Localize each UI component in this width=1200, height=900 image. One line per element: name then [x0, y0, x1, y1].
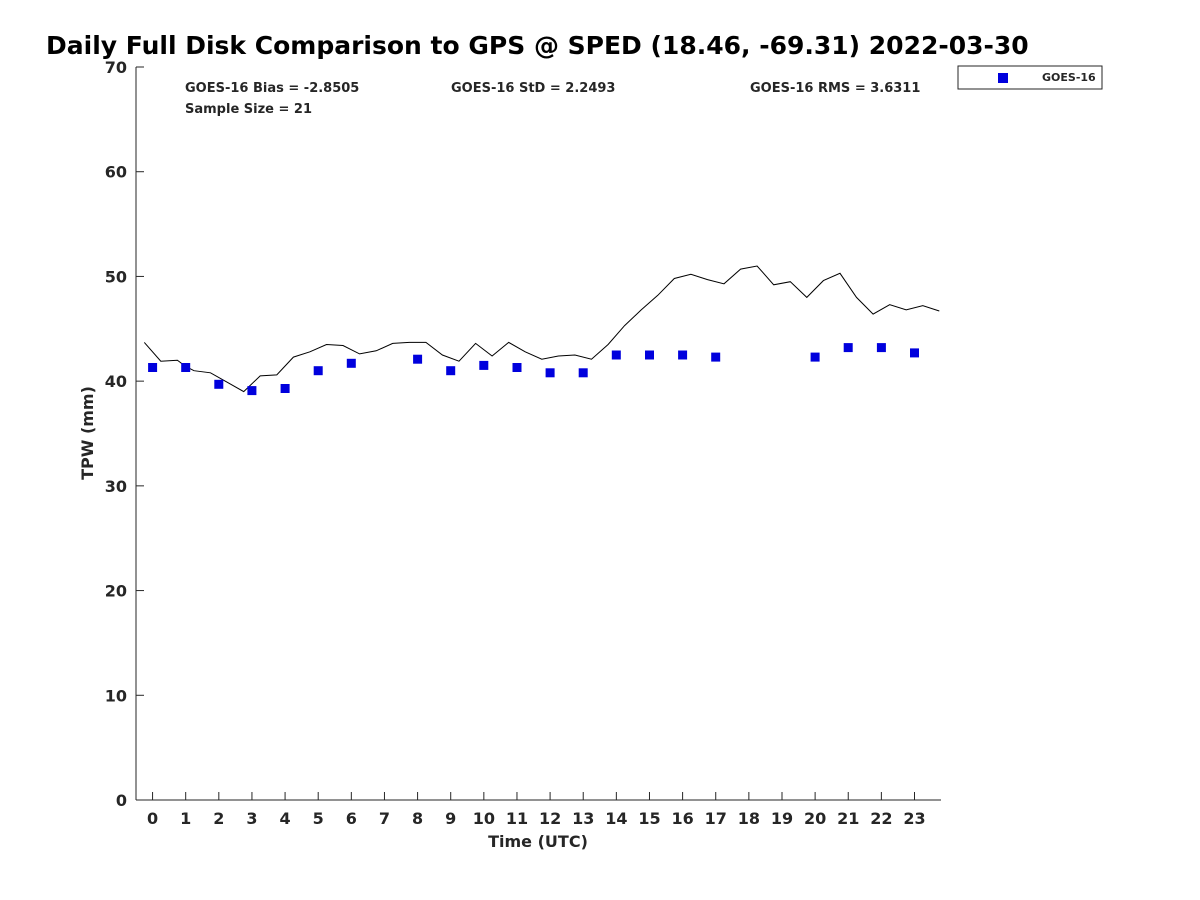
x-tick-label: 11 [506, 809, 528, 828]
chart-title: Daily Full Disk Comparison to GPS @ SPED… [46, 31, 1029, 60]
y-tick-label: 40 [105, 372, 127, 391]
goes16-point [446, 366, 456, 376]
goes16-point [711, 352, 721, 362]
goes16-point [148, 363, 158, 372]
x-tick-label: 13 [572, 809, 594, 828]
goes16-point [545, 368, 555, 378]
legend-label: GOES-16 [1042, 71, 1096, 84]
goes16-point [512, 363, 522, 372]
goes16-point [678, 350, 688, 360]
x-tick-label: 9 [445, 809, 456, 828]
stat-rms: GOES-16 RMS = 3.6311 [750, 81, 920, 96]
goes16-point [313, 366, 323, 376]
x-tick-label: 5 [313, 809, 324, 828]
goes16-point [876, 343, 886, 353]
y-tick-label: 70 [105, 58, 127, 77]
marker-series [148, 343, 919, 396]
x-tick-label: 17 [705, 809, 727, 828]
x-tick-label: 0 [147, 809, 158, 828]
goes16-point [479, 360, 489, 370]
x-tick-label: 18 [738, 809, 760, 828]
legend-marker [998, 73, 1008, 83]
x-tick-label: 1 [180, 809, 191, 828]
y-tick-label: 50 [105, 267, 127, 286]
x-tick-label: 3 [246, 809, 257, 828]
goes16-point [214, 379, 224, 389]
goes16-point [181, 363, 191, 372]
goes16-point [280, 384, 290, 393]
x-tick-label: 20 [804, 809, 826, 828]
legend: GOES-16 [957, 65, 1103, 90]
goes16-point [247, 386, 257, 396]
x-tick-label: 15 [638, 809, 660, 828]
line-series [143, 265, 940, 393]
y-tick-label: 10 [105, 686, 127, 705]
goes16-point [810, 352, 820, 362]
goes16-point [645, 350, 654, 360]
goes16-point [413, 354, 423, 364]
x-tick-label: 7 [379, 809, 390, 828]
goes16-point [346, 358, 356, 368]
y-axis-label: TPW (mm) [78, 386, 97, 480]
stat-bias: GOES-16 Bias = -2.8505 [185, 81, 359, 96]
y-tick-label: 30 [105, 477, 127, 496]
x-tick-label: 22 [870, 809, 892, 828]
goes16-point [910, 348, 919, 358]
x-tick-label: 8 [412, 809, 423, 828]
goes16-point [578, 368, 588, 378]
x-tick-label: 4 [280, 809, 291, 828]
stat-std: GOES-16 StD = 2.2493 [451, 81, 615, 96]
x-tick-label: 10 [473, 809, 495, 828]
stat-sample-size: Sample Size = 21 [185, 102, 312, 117]
y-tick-label: 0 [116, 791, 127, 810]
goes16-point [611, 350, 621, 360]
y-tick-label: 60 [105, 163, 127, 182]
legend-box [957, 65, 1103, 90]
x-tick-label: 16 [671, 809, 693, 828]
gps-line [143, 265, 940, 393]
x-tick-label: 12 [539, 809, 561, 828]
x-tick-label: 19 [771, 809, 793, 828]
goes16-point [843, 343, 853, 353]
x-tick-label: 2 [213, 809, 224, 828]
x-tick-label: 6 [346, 809, 357, 828]
x-tick-label: 14 [605, 809, 627, 828]
x-axis-label: Time (UTC) [488, 832, 588, 851]
x-tick-label: 23 [903, 809, 925, 828]
axes [135, 66, 941, 801]
y-tick-label: 20 [105, 582, 127, 601]
x-tick-label: 21 [837, 809, 859, 828]
